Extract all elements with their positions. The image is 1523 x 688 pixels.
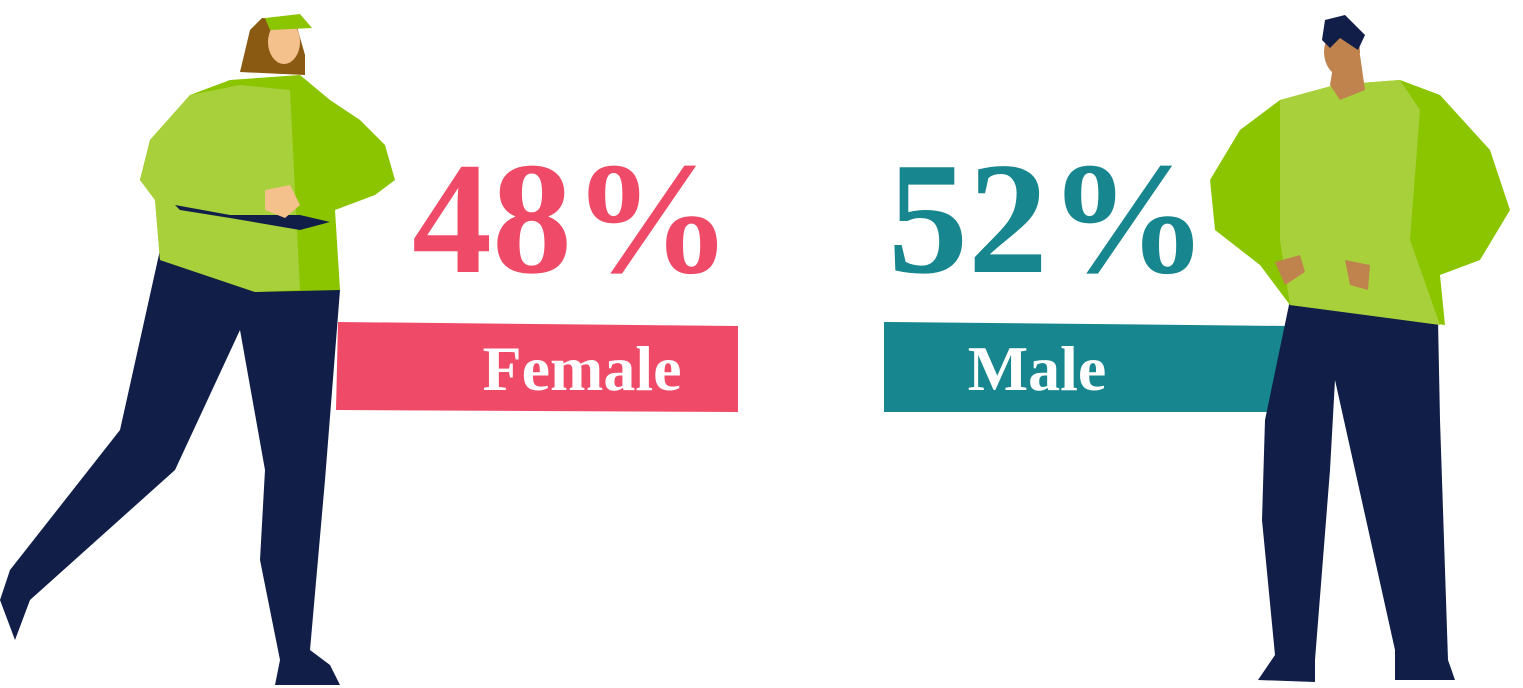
male-label: Male bbox=[968, 333, 1107, 404]
female-percent: 48% bbox=[412, 129, 732, 307]
male-illustration bbox=[1210, 15, 1510, 682]
female-illustration bbox=[0, 14, 395, 685]
male-percent: 52% bbox=[888, 129, 1208, 307]
female-label: Female bbox=[483, 333, 682, 404]
female-banner bbox=[336, 322, 738, 412]
male-banner bbox=[884, 322, 1290, 412]
